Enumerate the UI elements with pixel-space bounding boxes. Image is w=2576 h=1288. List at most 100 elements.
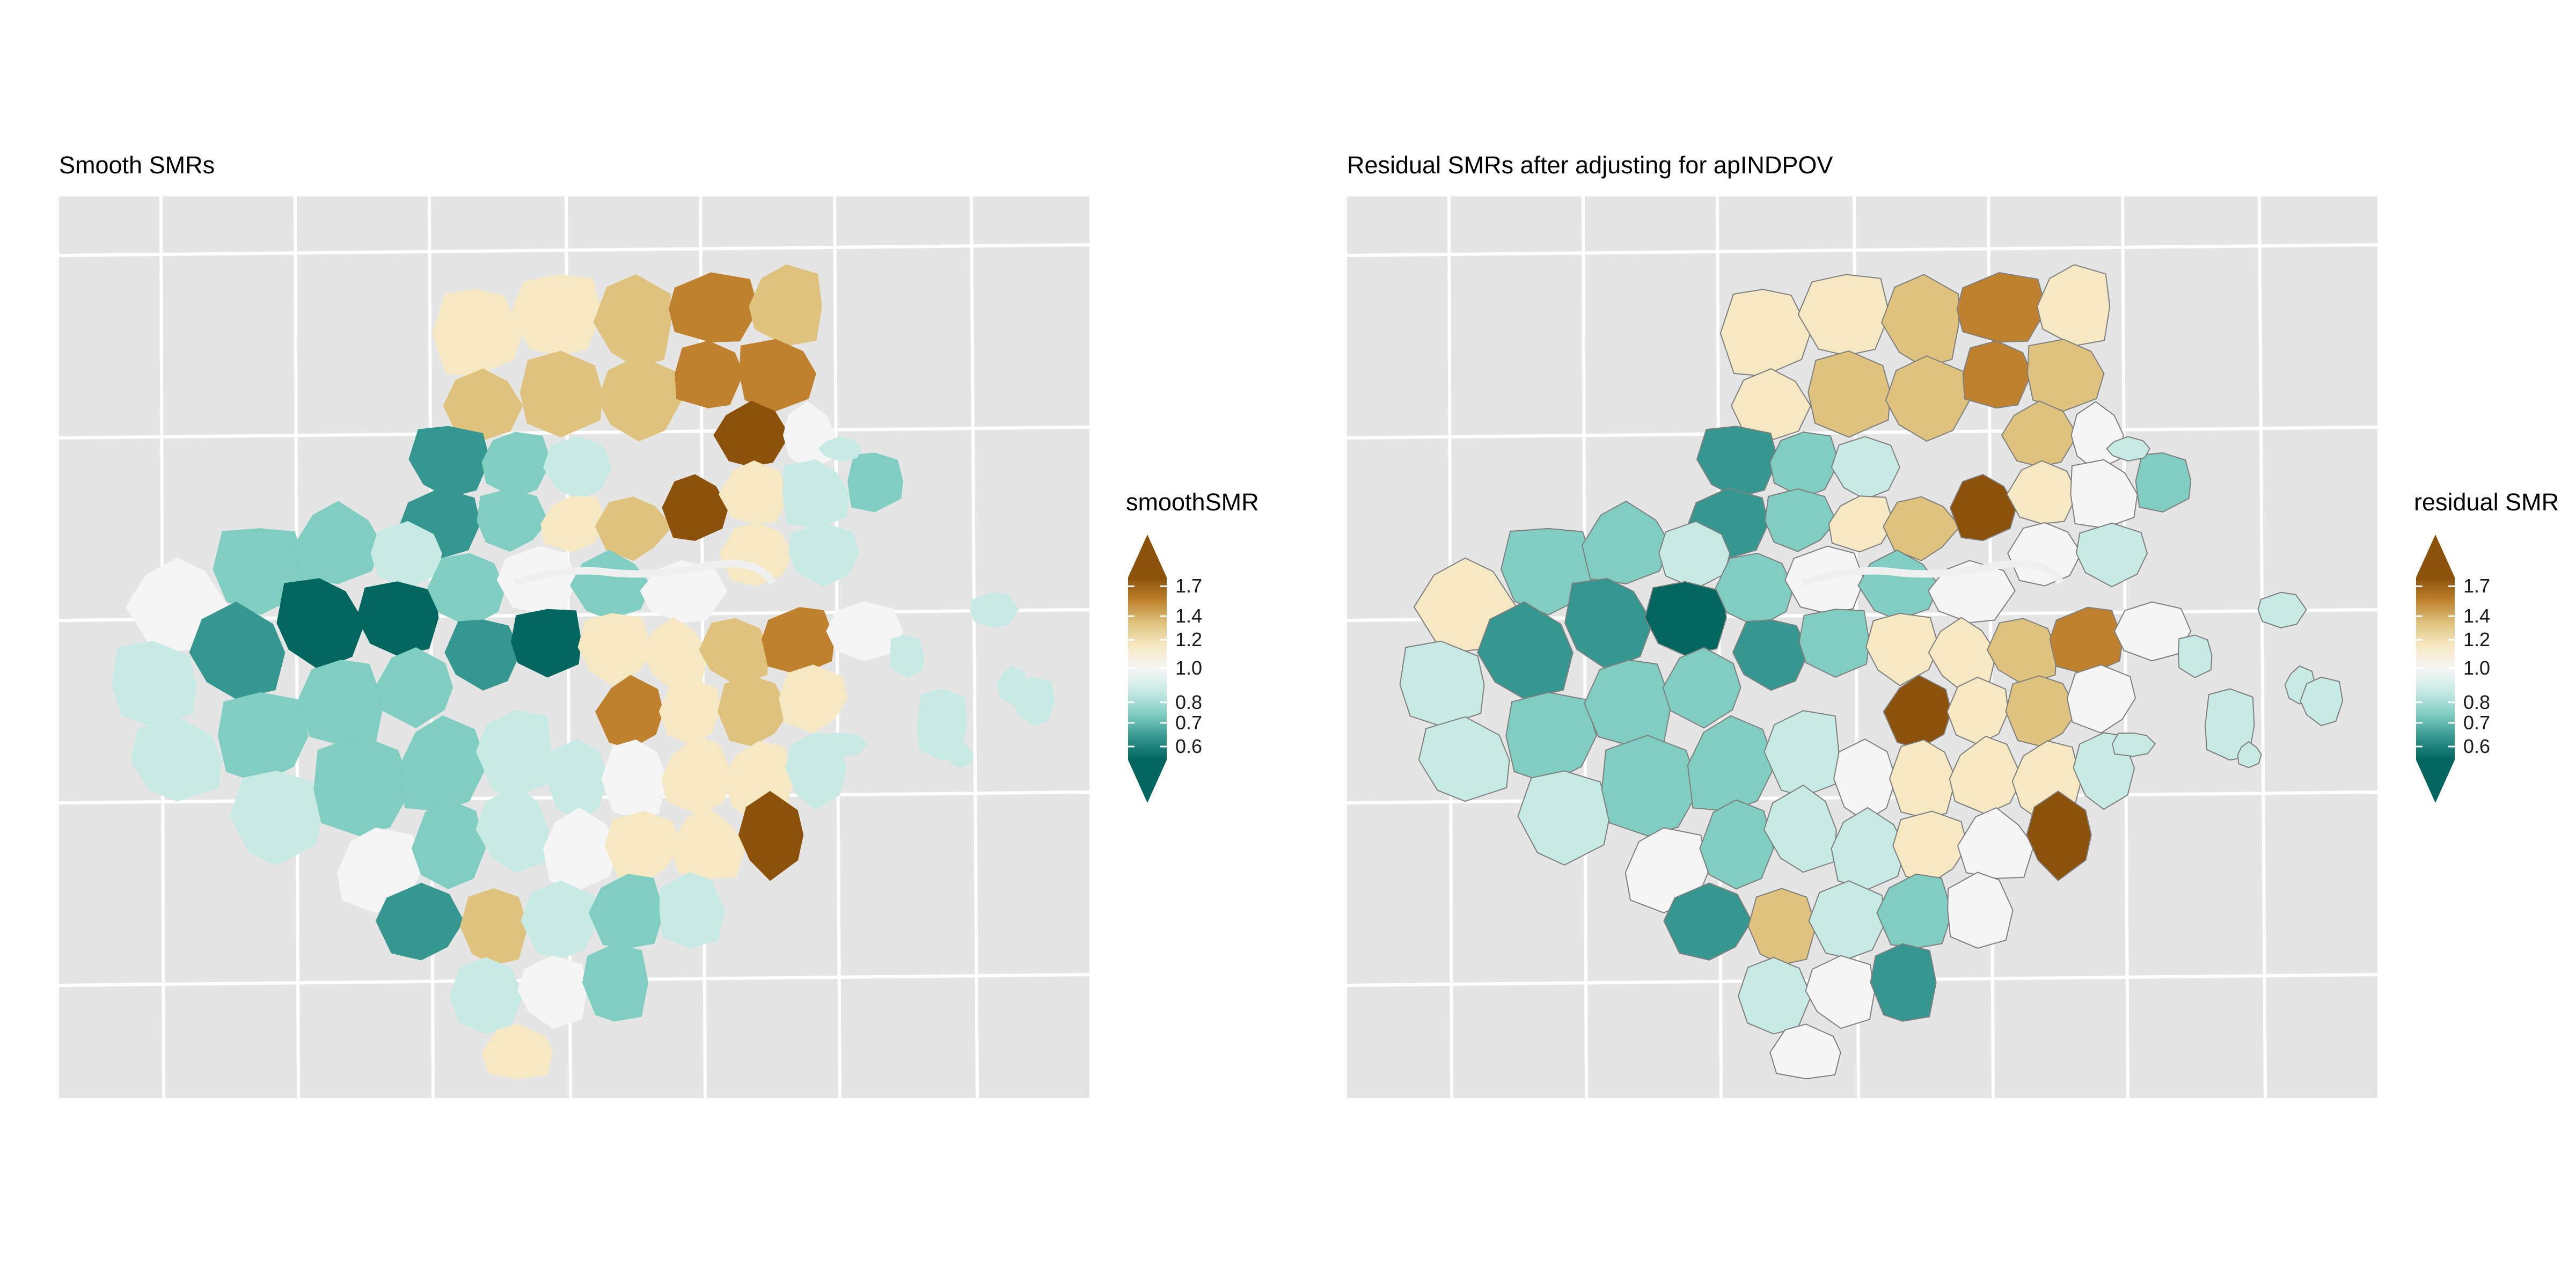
region-c5: [2070, 459, 2138, 529]
legend-tick-label: 1.7: [2463, 575, 2491, 597]
region-s4: [1662, 647, 1741, 729]
map-panel-smooth: Smooth SMRs smoothSMR 1.7 1.4 1.2 1.0 0.8 0.7…: [59, 151, 1259, 1098]
region-s7: [1865, 612, 1940, 686]
region-ss15: [1957, 807, 2035, 879]
legend-upper-arrow: [2416, 535, 2455, 577]
region-nw2: [1769, 431, 1840, 499]
region-n7: [1807, 350, 1891, 438]
region-w9: [1715, 552, 1794, 628]
river: [514, 560, 776, 587]
region-s6: [1798, 609, 1870, 678]
region-n12: [2070, 401, 2124, 471]
region-w8: [356, 581, 439, 656]
region-c4: [2006, 460, 2078, 525]
region-fs3: [521, 880, 598, 959]
legend-tick-label: 1.4: [1175, 605, 1203, 627]
region-s8: [1928, 617, 1997, 692]
map-panel-residual: Residual SMRs after adjusting for apINDP…: [1288, 0, 2576, 1288]
region-n4: [669, 272, 759, 342]
region-s12: [1883, 674, 1952, 750]
region-ss3: [399, 715, 488, 812]
region-s3: [1584, 659, 1672, 746]
region-s3: [296, 660, 384, 746]
legend-tick-label: 0.7: [2463, 711, 2491, 734]
island-1: [2112, 732, 2156, 757]
region-ss16: [2026, 791, 2092, 882]
region-ss1: [1517, 770, 1611, 866]
region-s14: [718, 675, 790, 747]
region-ss4: [1763, 710, 1840, 797]
color-legend: residual SMR 1.7 1.4 1.2 1.0 0.8 0.7 0.6: [2414, 488, 2575, 810]
region-w11: [1857, 549, 1940, 620]
legend-tick-label: 0.6: [1175, 735, 1203, 758]
region-nw3: [1831, 436, 1900, 500]
river: [1802, 560, 2064, 587]
region-c2: [595, 496, 672, 561]
region-s10: [2049, 606, 2123, 676]
legend-tick-label: 0.6: [2463, 735, 2491, 758]
legend-tick-label: 0.7: [1175, 711, 1203, 734]
region-n4: [1956, 272, 2047, 343]
region-fs8: [1870, 943, 1937, 1022]
region-n9: [675, 340, 744, 408]
legend-lower-arrow: [1128, 760, 1167, 803]
region-fs5: [1947, 872, 2014, 949]
region-nw1: [408, 426, 490, 498]
region-s5: [444, 619, 521, 691]
legend-tick-label: 1.4: [2463, 605, 2491, 627]
island-2: [2177, 634, 2213, 678]
region-ss1: [229, 770, 323, 866]
region-ss13: [543, 807, 618, 890]
choropleth-map: [1347, 196, 2377, 1098]
region-w11: [569, 550, 652, 620]
region-s13: [658, 677, 721, 745]
legend-tick-label: 1.2: [1175, 628, 1203, 651]
island-4: [2237, 741, 2262, 769]
legend-upper-arrow: [1128, 535, 1167, 577]
region-ss14: [1892, 810, 1968, 883]
region-n1: [432, 289, 523, 377]
region-s11: [826, 602, 903, 661]
region-n9: [1962, 340, 2032, 409]
legend-title: residual SMR: [2414, 488, 2559, 516]
region-s9: [1986, 618, 2058, 685]
region-n6: [443, 368, 523, 441]
region-w6: [189, 601, 286, 699]
island-7: [1012, 677, 1055, 726]
region-w8: [1644, 581, 1727, 656]
region-c6: [2135, 452, 2192, 513]
region-nw3: [543, 436, 612, 500]
region-w6: [1476, 601, 1574, 700]
region-fs1: [375, 882, 464, 961]
region-n2: [1797, 274, 1890, 356]
map-area: [1347, 196, 2377, 1098]
region-ss15: [669, 807, 747, 879]
region-fs1: [1663, 882, 1753, 961]
region-s2: [217, 692, 309, 784]
legend-title: smoothSMR: [1126, 488, 1259, 516]
panel-title: Residual SMRs after adjusting for apINDP…: [1347, 151, 1833, 179]
region-s15: [779, 664, 848, 734]
region-w3: [294, 501, 383, 584]
region-fs6: [1737, 957, 1812, 1035]
region-c3: [1949, 474, 2017, 541]
legend-tick-label: 0.8: [1175, 691, 1203, 713]
region-ss5: [545, 738, 609, 822]
region-fs4: [1876, 873, 1953, 949]
region-s6: [511, 609, 582, 678]
region-w5: [112, 641, 197, 727]
region-n10: [2026, 339, 2105, 412]
region-n10: [739, 339, 816, 412]
region-c5: [782, 459, 850, 529]
region-fs2: [1747, 888, 1817, 965]
region-ss11: [1699, 799, 1774, 890]
region-s13: [1946, 676, 2009, 745]
region-ss14: [604, 811, 680, 883]
region-c8: [788, 523, 860, 587]
island-5: [2257, 591, 2307, 629]
region-n3: [593, 274, 671, 368]
legend-tick-label: 0.8: [2463, 691, 2491, 713]
region-s4: [375, 647, 453, 729]
region-n11: [2001, 400, 2079, 467]
region-w7: [1564, 577, 1653, 671]
